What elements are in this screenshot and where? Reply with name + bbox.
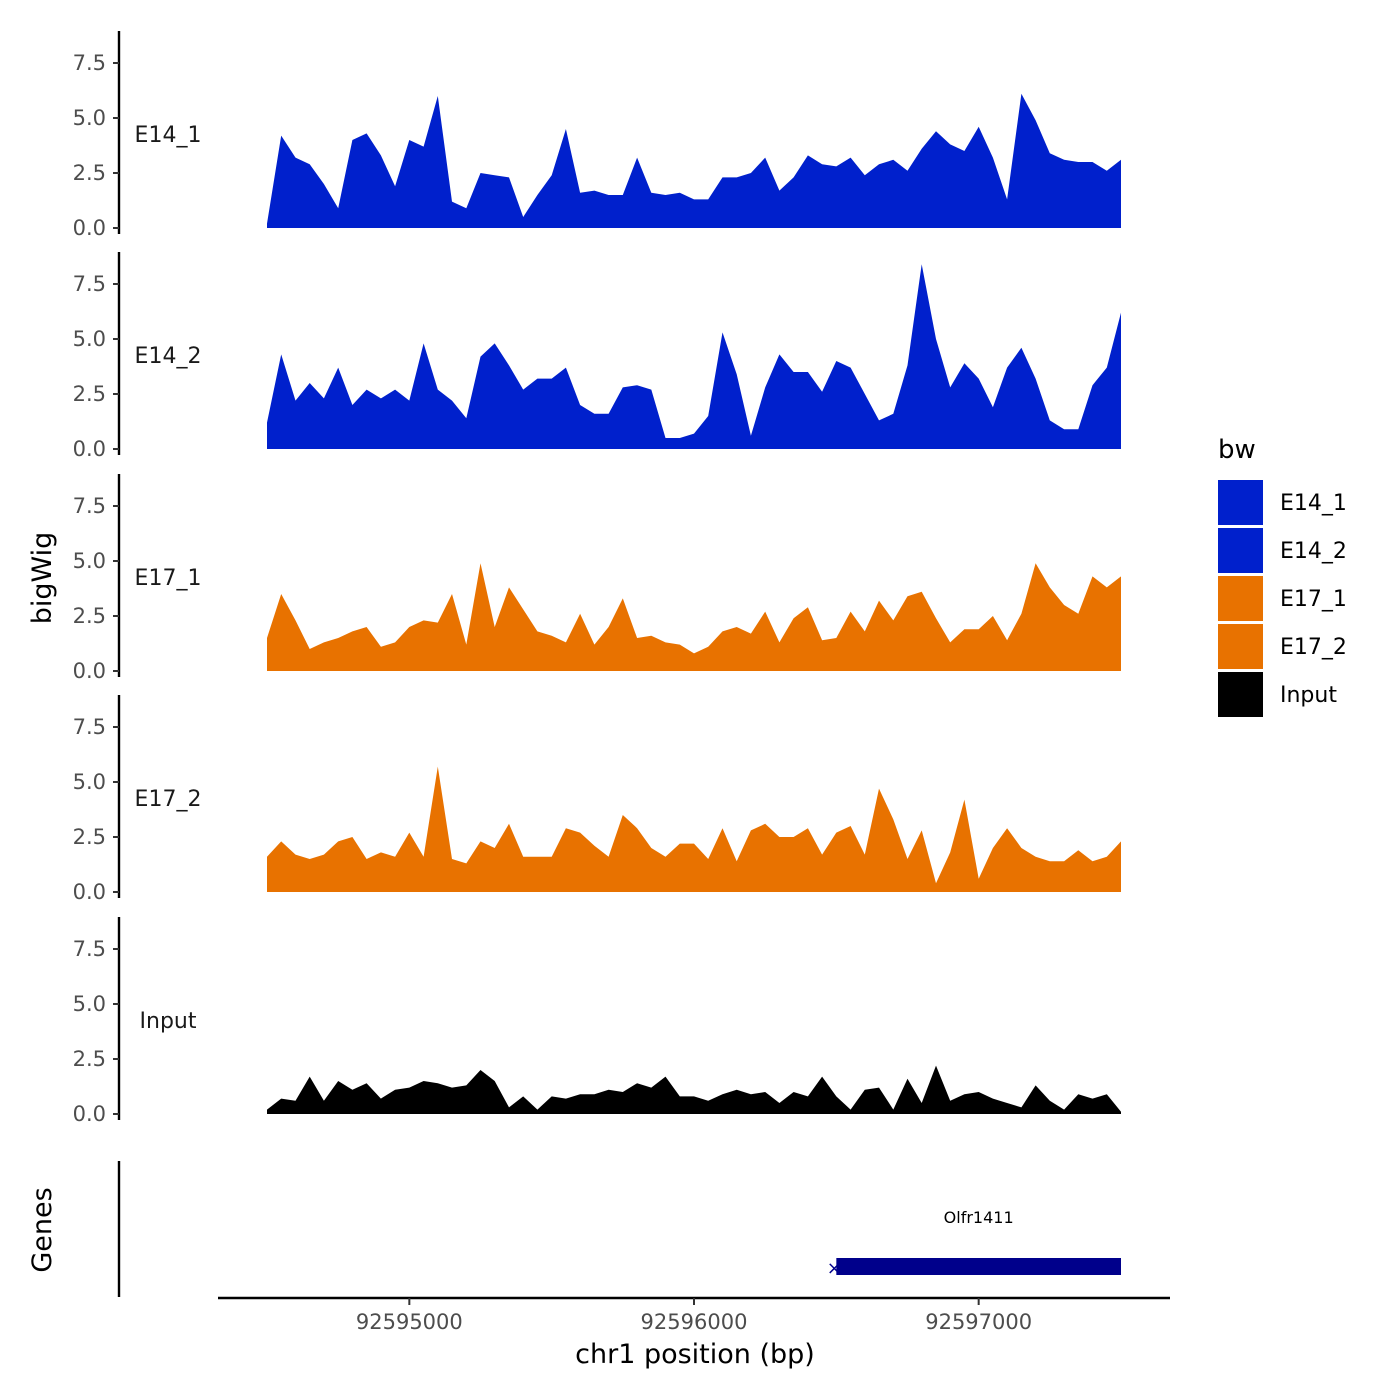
legend-key-E17_1 (1218, 576, 1263, 621)
y-tick-label: 5.0 (73, 992, 106, 1016)
area-series-Input (267, 1065, 1121, 1114)
y-tick-label: 7.5 (73, 494, 106, 518)
area-series-E17_1 (267, 563, 1121, 671)
y-axis-title: bigWig (27, 532, 58, 625)
y-tick-label: 5.0 (73, 770, 106, 794)
legend-label: E14_1 (1280, 491, 1347, 516)
gene-start-marker: × (827, 1258, 842, 1279)
track-E14_1: 0.0 2.5 5.0 7.5 E14_1 (73, 31, 1121, 240)
y-tick-label: 2.5 (73, 382, 106, 406)
legend-label: E17_2 (1280, 635, 1347, 660)
track-label: E14_2 (135, 344, 202, 369)
y-tick-label: 2.5 (73, 604, 106, 628)
x-axis: 92595000 92596000 92597000 (218, 1296, 1170, 1334)
genes-group: × Olfr1411 (117, 1161, 1121, 1297)
tracks-group: 0.0 2.5 5.0 7.5 E14_1 0.0 2.5 5.0 7.5 E14_2 0.0 2.5… (73, 31, 1121, 1126)
track-Input: 0.0 2.5 5.0 7.5 Input (73, 917, 1121, 1126)
area-series-E14_1 (267, 93, 1121, 228)
legend-label: E14_2 (1280, 539, 1347, 564)
x-tick-label: 92596000 (641, 1310, 748, 1334)
y-tick-label: 2.5 (73, 825, 106, 849)
legend-key-E14_1 (1218, 480, 1263, 525)
area-series-E14_2 (267, 264, 1121, 449)
y-tick-label: 2.5 (73, 161, 106, 185)
x-axis-title: chr1 position (bp) (575, 1339, 815, 1370)
y-tick-label: 0.0 (73, 1102, 106, 1126)
legend-label: E17_1 (1280, 587, 1347, 612)
genes-axis-title: Genes (27, 1187, 58, 1272)
y-tick-label: 7.5 (73, 272, 106, 296)
y-tick-label: 7.5 (73, 937, 106, 961)
y-tick-label: 7.5 (73, 51, 106, 75)
area-series-E17_2 (267, 766, 1121, 892)
y-tick-label: 5.0 (73, 327, 106, 351)
track-E17_1: 0.0 2.5 5.0 7.5 E17_1 (73, 474, 1121, 683)
legend-label: Input (1280, 683, 1337, 708)
track-E14_2: 0.0 2.5 5.0 7.5 E14_2 (73, 252, 1121, 461)
legend-key-E14_2 (1218, 528, 1263, 573)
y-tick-label: 5.0 (73, 549, 106, 573)
y-tick-label: 7.5 (73, 715, 106, 739)
x-tick-label: 92595000 (356, 1310, 463, 1334)
y-tick-label: 0.0 (73, 216, 106, 240)
y-tick-label: 0.0 (73, 659, 106, 683)
gene-body (836, 1258, 1121, 1275)
y-tick-label: 2.5 (73, 1047, 106, 1071)
y-tick-label: 0.0 (73, 437, 106, 461)
y-tick-label: 0.0 (73, 880, 106, 904)
track-label: Input (140, 1009, 197, 1034)
track-label: E17_1 (135, 566, 202, 591)
gene-label: Olfr1411 (944, 1208, 1014, 1227)
legend-key-Input (1218, 672, 1263, 717)
track-E17_2: 0.0 2.5 5.0 7.5 E17_2 (73, 695, 1121, 904)
y-tick-label: 5.0 (73, 106, 106, 130)
track-label: E14_1 (135, 123, 202, 148)
x-tick-label: 92597000 (925, 1310, 1032, 1334)
legend-title: bw (1218, 435, 1256, 465)
legend-key-E17_2 (1218, 624, 1263, 669)
legend: bw E14_1 E14_2 E17_1 E17_2 Input (1218, 435, 1347, 717)
track-label: E17_2 (135, 787, 202, 812)
